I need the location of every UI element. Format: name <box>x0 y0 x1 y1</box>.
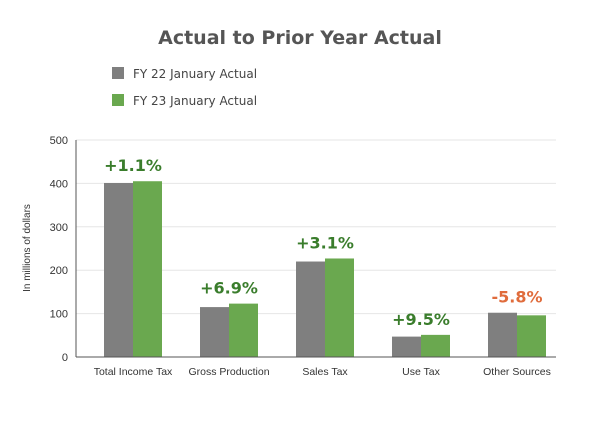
y-tick-label: 300 <box>50 222 68 234</box>
x-category-label: Gross Production <box>188 366 269 378</box>
y-tick-label: 0 <box>62 352 68 364</box>
bar-fy23 <box>133 181 162 357</box>
y-tick-label: 200 <box>50 265 68 277</box>
bar-fy22 <box>296 261 325 357</box>
y-tick-label: 100 <box>50 309 68 321</box>
bar-fy23 <box>517 315 546 357</box>
x-category-label: Sales Tax <box>302 366 348 378</box>
x-category-label: Use Tax <box>402 366 440 378</box>
bar-fy23 <box>325 258 354 357</box>
y-tick-label: 500 <box>50 135 68 147</box>
x-axis-categories: Total Income Tax Gross Production Sales Ta… <box>94 366 551 378</box>
y-tick-label: 400 <box>50 178 68 190</box>
bars <box>104 181 546 357</box>
bar-fy22 <box>104 182 133 357</box>
bar-fy23 <box>421 334 450 357</box>
bar-fy22 <box>200 307 229 357</box>
legend-label-fy23: FY 23 January Actual <box>133 94 257 108</box>
legend-swatch-fy22 <box>112 67 124 79</box>
change-label: +1.1% <box>104 156 162 175</box>
bar-fy22 <box>488 312 517 357</box>
y-axis-ticks: 0 100 200 300 400 500 <box>50 135 68 364</box>
bar-fy23 <box>229 303 258 357</box>
change-label: +3.1% <box>296 233 354 252</box>
data-labels: +1.1% +6.9% +3.1% +9.5% -5.8% <box>104 156 542 329</box>
legend: FY 22 January Actual FY 23 January Actua… <box>112 67 257 108</box>
legend-swatch-fy23 <box>112 94 124 106</box>
y-axis-label: In millions of dollars <box>22 204 33 292</box>
x-category-label: Total Income Tax <box>94 366 173 378</box>
change-label: -5.8% <box>491 288 542 307</box>
chart-title: Actual to Prior Year Actual <box>158 27 442 49</box>
change-label: +6.9% <box>200 279 258 298</box>
legend-label-fy22: FY 22 January Actual <box>133 67 257 81</box>
bar-fy22 <box>392 336 421 357</box>
x-category-label: Other Sources <box>483 366 551 378</box>
change-label: +9.5% <box>392 310 450 329</box>
